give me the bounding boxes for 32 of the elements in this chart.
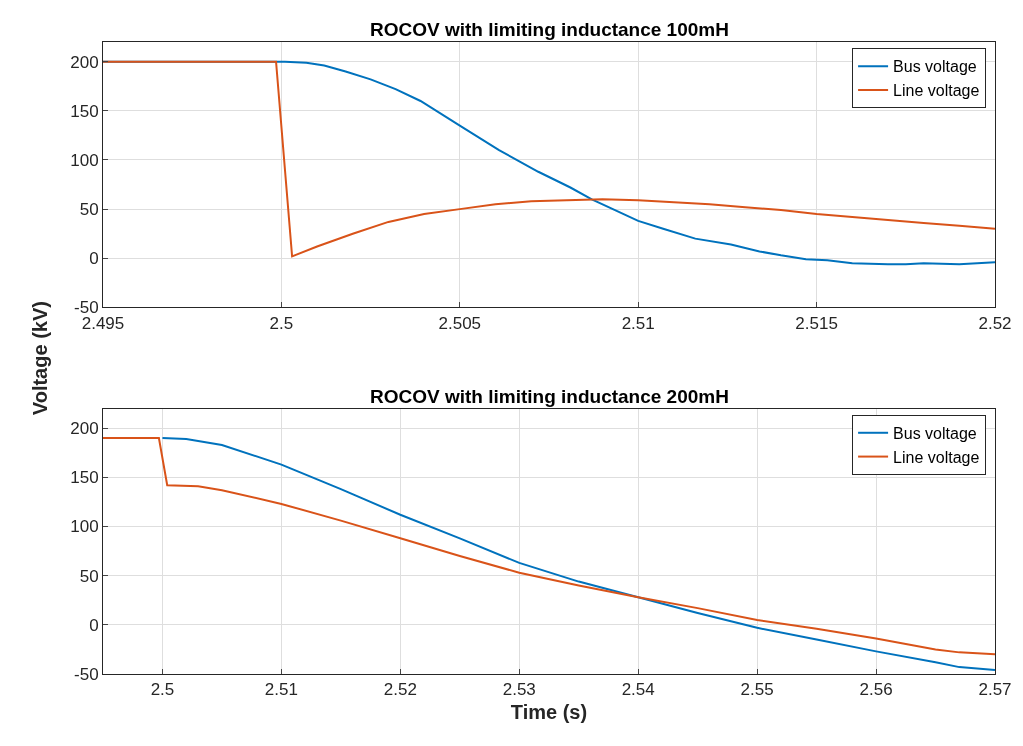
- y-tick-label: 0: [89, 249, 99, 269]
- legend-label: Bus voltage: [893, 58, 977, 76]
- y-tick-label: 50: [79, 566, 99, 586]
- y-tick-label: 0: [89, 615, 99, 635]
- y-tick-label: 200: [70, 52, 99, 72]
- x-tick-label: 2.55: [740, 680, 774, 700]
- legend-label: Bus voltage: [893, 425, 977, 443]
- chart-title: ROCOV with limiting inductance 200mH: [370, 386, 729, 407]
- x-tick-label: 2.52: [383, 680, 417, 700]
- x-tick-label: 2.57: [978, 680, 1012, 700]
- y-tick-label: 150: [70, 468, 99, 488]
- x-tick-label: 2.5: [269, 313, 294, 333]
- y-tick-label: 50: [79, 200, 99, 220]
- x-tick-label: 2.5: [150, 680, 175, 700]
- y-tick-label: 200: [70, 419, 99, 439]
- x-tick-label: 2.505: [438, 313, 482, 333]
- x-axis-title: Time (s): [510, 700, 588, 723]
- chart-title: ROCOV with limiting inductance 100mH: [370, 19, 729, 40]
- x-tick-label: 2.515: [795, 313, 838, 333]
- legend-label: Line voltage: [893, 82, 980, 100]
- x-tick-label: 2.54: [621, 680, 655, 700]
- x-tick-label: 2.51: [621, 313, 655, 333]
- y-tick-label: -50: [74, 664, 99, 684]
- y-tick-label: 100: [70, 517, 99, 537]
- x-tick-label: 2.56: [859, 680, 893, 700]
- y-tick-label: 150: [70, 101, 99, 121]
- x-tick-label: 2.52: [978, 313, 1012, 333]
- x-tick-label: 2.51: [264, 680, 298, 700]
- legend-label: Line voltage: [893, 448, 980, 466]
- y-tick-label: 100: [70, 150, 99, 170]
- x-tick-label: 2.53: [502, 680, 536, 700]
- y-axis-title: Voltage (kV): [29, 301, 52, 416]
